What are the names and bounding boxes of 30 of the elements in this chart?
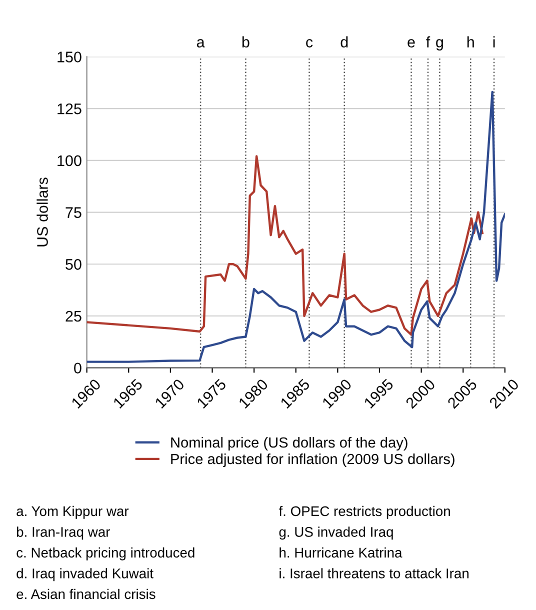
y-tick-label: 0 [74,362,82,374]
text: b. Iran-Iraq war [16,526,110,540]
text: f. OPEC restricts production [278,506,450,519]
line-series [86,90,505,363]
y-tick-label: 150 [58,52,82,62]
text: a. Yom Kippur war [16,506,129,519]
y-axis-title: US dollars [36,178,48,246]
legend-label: Nominal price (US dollars of the day) [171,436,408,451]
y-tick-label: 25 [66,310,82,322]
ref-line-label: i [493,36,495,48]
text: d. Iraq invaded Kuwait [16,568,154,582]
y-tick-label: 125 [58,103,82,114]
legend-label: Price adjusted for inflation (2009 US dollars) [171,453,454,468]
ref-line-label: b [242,36,250,48]
ref-line-label: a [196,39,205,48]
text: g. US invaded Iraq [279,526,393,540]
y-tick-label: 50 [66,259,82,270]
text: e. Asian financial crisis [16,588,156,600]
ref-line-label: d [340,36,348,48]
text: h. Hurricane Katrina [280,547,402,558]
ref-line-label: c [306,39,313,48]
ref-line-label: g [436,39,443,51]
line-series [86,155,484,336]
ref-line-label: e [408,39,415,48]
y-tick-label: 75 [66,207,82,218]
ref-line-label: h [467,36,474,48]
ref-line-label: f [426,36,430,48]
text: c. Netback pricing introduced [16,547,194,560]
y-tick-label: 100 [58,155,82,166]
text: i. Israel threatens to attack Iran [280,568,468,578]
